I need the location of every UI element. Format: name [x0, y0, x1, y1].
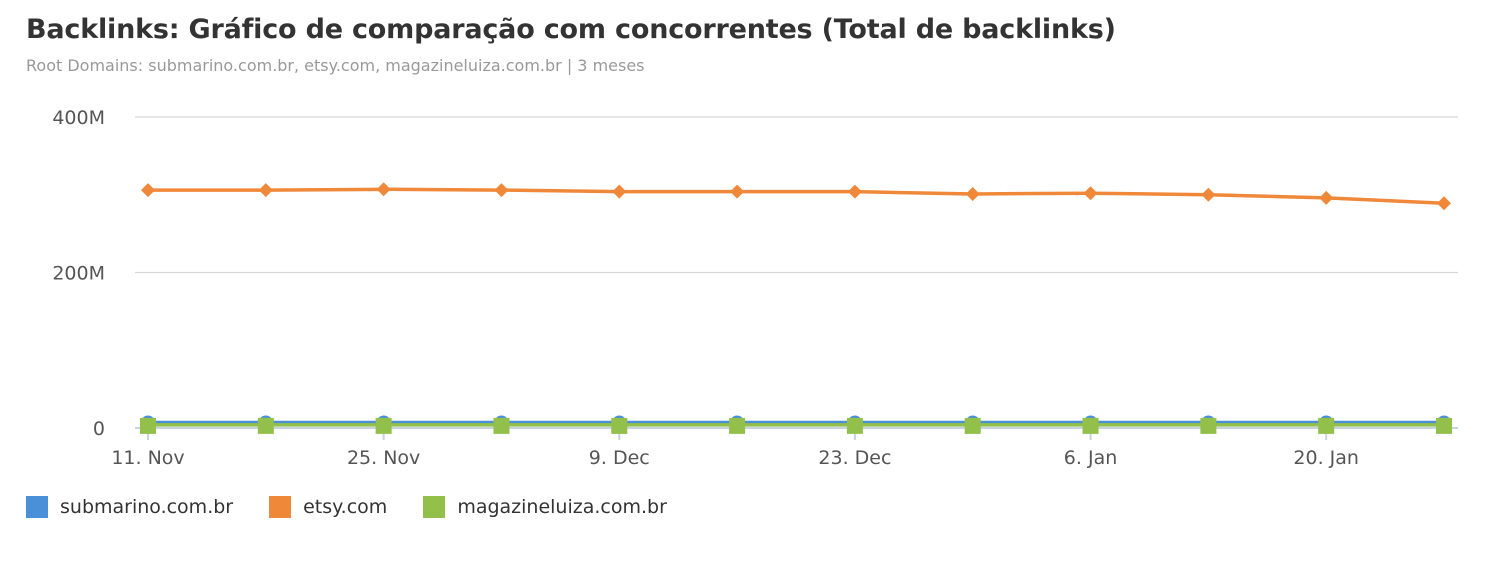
- x-tick-label: 11. Nov: [111, 447, 184, 469]
- chart-title: Backlinks: Gráfico de comparação com con…: [26, 14, 1116, 45]
- data-point: [493, 417, 510, 434]
- data-point: [258, 183, 273, 198]
- data-point: [1083, 186, 1098, 201]
- legend-swatch: [269, 496, 292, 518]
- y-tick-label: 200M: [52, 263, 105, 285]
- x-tick-label: 23. Dec: [818, 447, 891, 469]
- data-point: [1201, 187, 1216, 202]
- data-point: [1436, 417, 1452, 434]
- legend-label: magazineluiza.com.br: [457, 496, 667, 518]
- legend-item[interactable]: etsy.com: [269, 496, 387, 518]
- data-point: [141, 183, 155, 198]
- legend: submarino.com.br etsy.com magazineluiza.co…: [26, 496, 667, 518]
- data-point: [611, 417, 628, 434]
- data-point: [612, 184, 627, 199]
- legend-label: etsy.com: [303, 496, 388, 518]
- data-point: [1437, 196, 1451, 211]
- data-point: [1082, 417, 1099, 434]
- data-point: [964, 417, 981, 434]
- data-point: [140, 417, 156, 434]
- x-tick-label: 25. Nov: [347, 447, 420, 469]
- legend-swatch: [423, 496, 446, 518]
- legend-item[interactable]: submarino.com.br: [26, 496, 233, 518]
- data-point: [730, 184, 745, 199]
- legend-swatch: [26, 496, 48, 518]
- data-point: [1319, 190, 1334, 205]
- y-tick-label: 0: [93, 418, 105, 440]
- x-tick-label: 20. Jan: [1293, 447, 1359, 469]
- legend-label: submarino.com.br: [60, 496, 234, 518]
- data-point: [847, 184, 862, 199]
- data-point: [1318, 417, 1335, 434]
- data-point: [965, 186, 980, 201]
- data-point: [257, 417, 274, 434]
- y-tick-label: 400M: [52, 107, 105, 129]
- chart-subtitle: Root Domains: submarino.com.br, etsy.com…: [26, 56, 645, 75]
- data-point: [846, 417, 863, 434]
- x-tick-label: 6. Jan: [1064, 447, 1117, 469]
- x-tick-label: 9. Dec: [589, 447, 650, 469]
- data-point: [729, 417, 746, 434]
- series-line-etsy.com: [148, 187, 1445, 206]
- data-point: [1200, 417, 1217, 434]
- data-point: [376, 182, 391, 197]
- data-point: [375, 417, 392, 434]
- legend-item[interactable]: magazineluiza.com.br: [423, 496, 667, 518]
- data-point: [494, 183, 509, 198]
